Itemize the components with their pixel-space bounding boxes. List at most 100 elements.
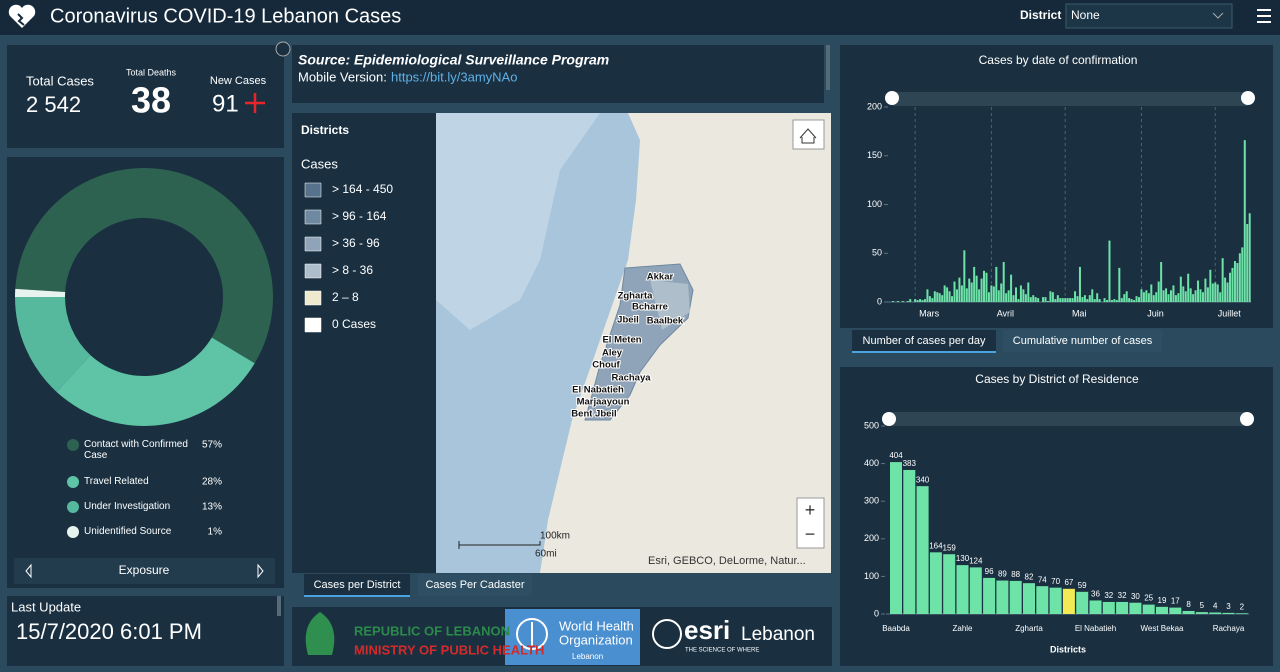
- bar[interactable]: [1115, 300, 1118, 302]
- bar[interactable]: [970, 282, 973, 303]
- district-select[interactable]: [1065, 3, 1233, 29]
- bar[interactable]: [1172, 285, 1175, 302]
- bar[interactable]: [1197, 280, 1200, 302]
- bar[interactable]: [926, 289, 929, 302]
- bar[interactable]: [1089, 600, 1102, 614]
- bar[interactable]: [1106, 300, 1109, 302]
- bar[interactable]: [1195, 612, 1208, 614]
- bar[interactable]: [1216, 284, 1219, 302]
- bar[interactable]: [956, 565, 969, 614]
- bar[interactable]: [923, 299, 926, 302]
- bar[interactable]: [1179, 276, 1182, 302]
- bar[interactable]: [1199, 289, 1202, 302]
- bar[interactable]: [1140, 289, 1143, 302]
- bar[interactable]: [978, 289, 981, 302]
- bar[interactable]: [1236, 263, 1239, 302]
- bar[interactable]: [943, 554, 956, 614]
- bar[interactable]: [1019, 285, 1022, 302]
- donut-segment[interactable]: [14, 288, 66, 298]
- bar[interactable]: [1241, 247, 1244, 302]
- bar[interactable]: [1204, 278, 1207, 302]
- bar[interactable]: [943, 285, 946, 302]
- bar[interactable]: [1010, 274, 1013, 302]
- bar[interactable]: [948, 291, 951, 302]
- bar[interactable]: [1078, 266, 1081, 302]
- bar[interactable]: [896, 301, 899, 302]
- bar[interactable]: [1049, 291, 1052, 302]
- bar[interactable]: [1103, 298, 1106, 302]
- bar[interactable]: [1123, 294, 1126, 302]
- bar[interactable]: [1206, 287, 1209, 302]
- bar[interactable]: [1142, 292, 1145, 302]
- bar[interactable]: [1110, 300, 1113, 302]
- bar[interactable]: [914, 299, 917, 302]
- bar[interactable]: [1182, 286, 1185, 302]
- bar[interactable]: [1086, 299, 1089, 302]
- tab[interactable]: [852, 330, 996, 352]
- bar[interactable]: [1147, 293, 1150, 302]
- bar[interactable]: [931, 298, 934, 302]
- bar[interactable]: [1192, 294, 1195, 302]
- bar[interactable]: [1189, 288, 1192, 302]
- bar[interactable]: [906, 301, 909, 302]
- slider-handle[interactable]: [1240, 412, 1254, 426]
- bar[interactable]: [1201, 292, 1204, 302]
- bar[interactable]: [1071, 298, 1074, 302]
- bar[interactable]: [983, 270, 986, 302]
- bar[interactable]: [1155, 292, 1158, 302]
- bar[interactable]: [1209, 269, 1212, 302]
- bar[interactable]: [1238, 253, 1241, 302]
- bar[interactable]: [929, 552, 942, 614]
- bar[interactable]: [955, 289, 958, 302]
- bar[interactable]: [1157, 281, 1160, 302]
- slider-handle[interactable]: [1241, 91, 1255, 105]
- bar[interactable]: [1246, 224, 1249, 302]
- bar[interactable]: [1051, 292, 1054, 302]
- bar[interactable]: [1037, 298, 1040, 302]
- bar[interactable]: [919, 299, 922, 302]
- tab[interactable]: [1003, 330, 1162, 352]
- bar[interactable]: [1066, 298, 1069, 302]
- bar[interactable]: [1113, 299, 1116, 302]
- bar[interactable]: [969, 567, 982, 614]
- tab[interactable]: [304, 574, 410, 596]
- bar[interactable]: [1012, 295, 1015, 302]
- bar[interactable]: [1162, 290, 1165, 302]
- bar[interactable]: [990, 285, 993, 302]
- bar[interactable]: [975, 275, 978, 302]
- bar[interactable]: [1226, 282, 1229, 303]
- bar[interactable]: [1093, 299, 1096, 302]
- bar[interactable]: [1017, 299, 1020, 302]
- bar[interactable]: [1102, 601, 1115, 614]
- bar[interactable]: [1036, 586, 1049, 614]
- bar[interactable]: [1177, 293, 1180, 302]
- bar[interactable]: [1118, 267, 1121, 302]
- bar[interactable]: [1224, 277, 1227, 302]
- bar[interactable]: [1184, 291, 1187, 302]
- bar[interactable]: [987, 292, 990, 302]
- bar[interactable]: [1135, 296, 1138, 302]
- bar[interactable]: [892, 301, 894, 302]
- bar[interactable]: [909, 299, 912, 302]
- bar[interactable]: [1022, 289, 1025, 302]
- bar[interactable]: [992, 286, 995, 302]
- bar[interactable]: [1169, 607, 1182, 614]
- bar[interactable]: [1076, 591, 1089, 614]
- bar[interactable]: [1098, 299, 1101, 302]
- bar[interactable]: [968, 278, 971, 302]
- donut-segment[interactable]: [15, 167, 274, 364]
- bar[interactable]: [1091, 289, 1094, 302]
- zoom-in[interactable]: +: [805, 500, 816, 520]
- bar[interactable]: [1027, 282, 1030, 303]
- bar[interactable]: [1128, 298, 1131, 302]
- bar[interactable]: [1034, 297, 1037, 302]
- bar[interactable]: [1083, 295, 1086, 302]
- home-button[interactable]: [792, 119, 825, 150]
- bar[interactable]: [1129, 602, 1142, 614]
- scrollbar[interactable]: [826, 45, 830, 90]
- bar[interactable]: [1142, 604, 1155, 614]
- bar[interactable]: [1088, 295, 1091, 302]
- donut-segment[interactable]: [15, 297, 91, 392]
- bar[interactable]: [995, 266, 998, 302]
- bar[interactable]: [936, 292, 939, 302]
